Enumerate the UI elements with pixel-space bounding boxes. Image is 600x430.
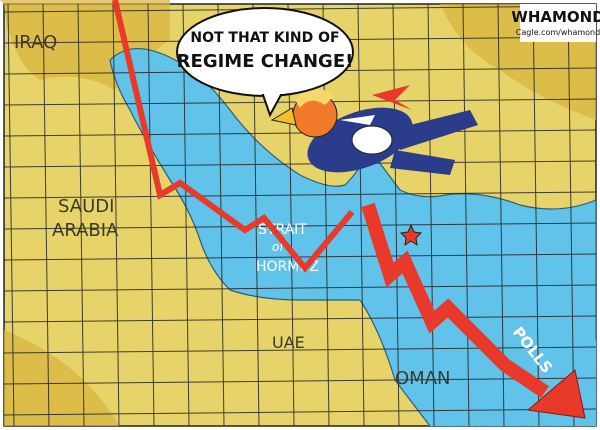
grid-line-vertical xyxy=(357,3,365,427)
label-saudi: SAUDI xyxy=(58,196,114,217)
signature-panel xyxy=(520,4,596,42)
arrow-head xyxy=(526,369,586,419)
speech-line-2: REGIME CHANGE! xyxy=(177,51,354,72)
impact-star-icon xyxy=(399,223,423,247)
grid-line-horizontal xyxy=(3,5,597,13)
grid-line-horizontal xyxy=(3,377,597,385)
grid-line-horizontal xyxy=(3,222,597,230)
speech-bubble: NOT THAT KIND OF REGIME CHANGE! xyxy=(176,7,354,118)
grid-line-vertical xyxy=(427,3,435,427)
grid-line-vertical xyxy=(42,3,50,427)
falling-arrow-lower xyxy=(361,202,549,398)
label-uae: UAE xyxy=(272,333,305,352)
grid-line-horizontal xyxy=(3,253,597,261)
grid-line-vertical xyxy=(462,3,470,427)
label-oman: OMAN xyxy=(395,368,450,389)
label-arabia: ARABIA xyxy=(52,220,119,241)
artist-signature: WHAMOND xyxy=(511,8,600,26)
grid-line-vertical xyxy=(182,3,190,427)
grid-line-horizontal xyxy=(3,284,597,292)
grid-line-horizontal xyxy=(3,315,597,323)
grid-line-vertical xyxy=(112,3,120,427)
credit-url: Cagle.com/whamond xyxy=(516,28,600,37)
grid-line-vertical xyxy=(147,3,155,427)
crown-icon xyxy=(270,107,297,126)
grid-line-vertical xyxy=(567,3,575,427)
label-iraq: IRAQ xyxy=(14,32,57,53)
grid-line-vertical xyxy=(77,3,85,427)
falling-figure xyxy=(292,85,478,175)
grid-line-horizontal xyxy=(3,160,597,168)
grid-line-vertical xyxy=(392,3,400,427)
grid-line-vertical xyxy=(532,3,540,427)
grid-line-horizontal xyxy=(3,408,597,416)
grid-line-horizontal xyxy=(3,129,597,137)
land-shading-sw xyxy=(4,330,120,426)
speech-line-1: NOT THAT KIND OF xyxy=(190,30,339,46)
falling-arrow-upper xyxy=(112,0,355,273)
grid-line-horizontal xyxy=(3,191,597,199)
